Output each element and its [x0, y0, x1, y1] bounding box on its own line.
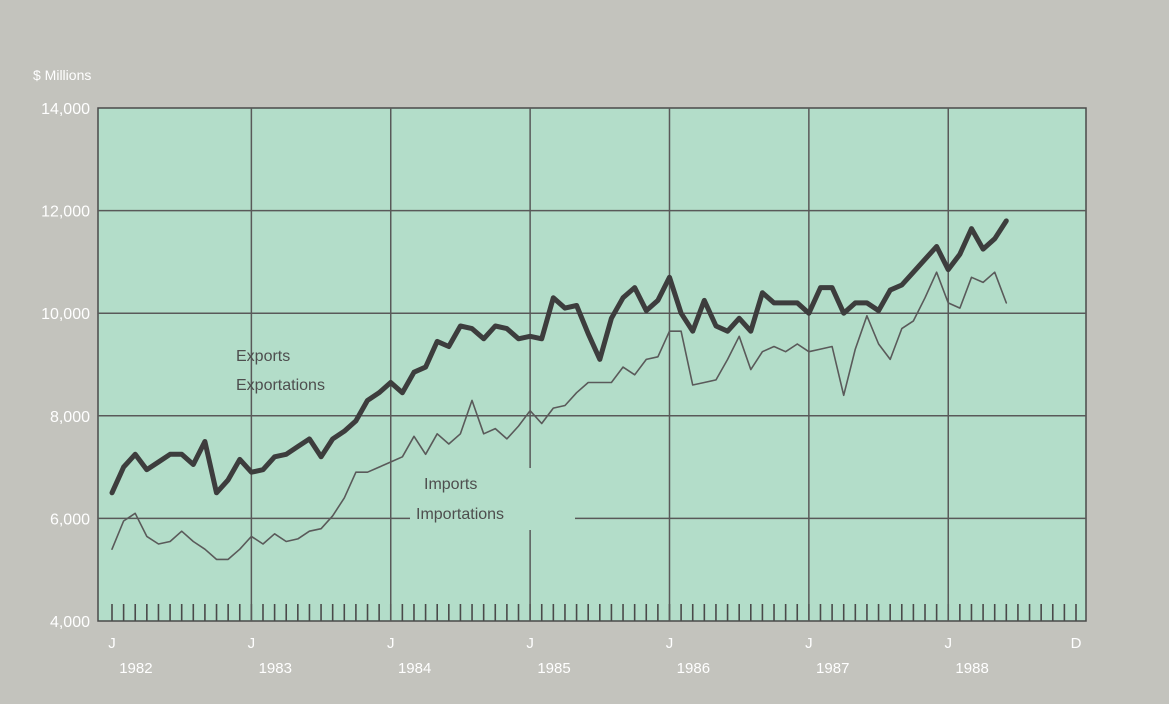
x-month-label: J [805, 635, 813, 652]
imports-line [111, 271, 1008, 561]
y-tick-label: 12,000 [41, 204, 90, 221]
y-tick-label: 8,000 [50, 409, 90, 426]
x-year-label: 1982 [119, 660, 152, 677]
x-tick-marks [111, 604, 1077, 621]
x-year-label: 1988 [955, 660, 988, 677]
exports-series [109, 218, 1009, 496]
x-year-label: 1986 [677, 660, 710, 677]
x-month-label: J [526, 635, 534, 652]
x-year-label: 1983 [259, 660, 292, 677]
y-axis-unit-label: $ Millions [33, 67, 91, 83]
grid-lines [98, 209, 1086, 520]
exports-line [109, 218, 1009, 496]
x-year-label: 1985 [537, 660, 570, 677]
y-tick-label: 4,000 [50, 614, 90, 631]
imports-series [111, 271, 1008, 561]
y-tick-label: 6,000 [50, 511, 90, 528]
x-year-label: 1987 [816, 660, 849, 677]
x-month-label: J [248, 635, 256, 652]
x-month-label: J [108, 635, 116, 652]
importations-label: Importations [416, 506, 504, 523]
imports-label: Imports [424, 476, 477, 493]
x-month-label: J [666, 635, 674, 652]
x-year-label: 1984 [398, 660, 431, 677]
year-divider-lines [250, 108, 949, 621]
series-labels: Exports Exportations Imports Importation… [236, 348, 504, 523]
y-tick-label: 14,000 [41, 101, 90, 118]
axis-labels: $ Millions 4,000 6,000 8,000 10,000 12,000 14… [33, 67, 1082, 677]
y-tick-label: 10,000 [41, 306, 90, 323]
exportations-label: Exportations [236, 377, 325, 394]
plot-area [97, 107, 1087, 622]
imports-label-backdrop [410, 468, 575, 530]
x-month-label: J [944, 635, 952, 652]
x-month-label: J [387, 635, 395, 652]
x-month-label: D [1071, 635, 1082, 652]
exports-label: Exports [236, 348, 290, 365]
